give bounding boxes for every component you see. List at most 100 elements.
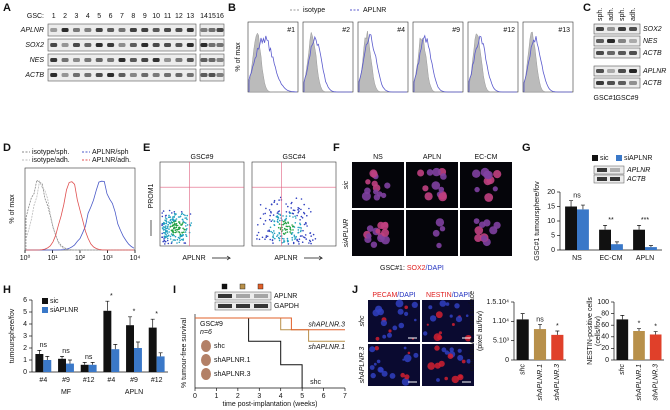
row-label: GAPDH <box>274 303 299 310</box>
sample-label: #4 <box>397 27 405 34</box>
lane-label: 9 <box>143 13 147 20</box>
flow-event <box>172 216 174 218</box>
flow-event <box>179 227 181 229</box>
x-tick-label: #12 <box>151 377 163 384</box>
cell <box>472 169 481 178</box>
blot-band <box>118 28 126 32</box>
x-tick-label: 2 <box>236 393 240 400</box>
cell <box>481 235 488 242</box>
significance: ** <box>608 217 614 224</box>
blot-band <box>216 28 224 32</box>
flow-event <box>261 236 264 239</box>
aplnr-hist <box>358 33 407 93</box>
x-tick-label: #4 <box>39 377 47 384</box>
column-header: PECAM/DAPI <box>372 292 415 299</box>
flow-event <box>285 225 288 228</box>
row-label: APLNR <box>626 167 650 174</box>
x-tick-label: NS <box>572 255 582 262</box>
bar <box>565 206 577 250</box>
blot-band <box>607 27 615 31</box>
caption-part: SOX2 <box>407 265 426 272</box>
sample-label: #9 <box>452 27 460 34</box>
y-axis-label: PROM1 <box>148 183 155 208</box>
flow-event <box>278 239 281 242</box>
blot-band <box>107 58 115 62</box>
flow-event <box>186 218 188 221</box>
flow-event <box>281 219 283 221</box>
stain <box>434 362 441 369</box>
row-label: APLNR <box>20 27 44 34</box>
significance: ns <box>62 348 70 355</box>
flow-event <box>278 199 280 201</box>
significance: ns <box>536 316 544 323</box>
lane-label: 12 <box>175 13 183 20</box>
x-tick-label: #9 <box>130 377 138 384</box>
flow-event <box>256 234 259 237</box>
flow-event <box>301 241 304 243</box>
panel-label: H <box>3 284 11 296</box>
stain <box>454 303 460 309</box>
blot-band <box>200 28 208 32</box>
flow-event <box>185 222 187 224</box>
cell <box>432 167 441 177</box>
y-tick-label: 60 <box>601 322 609 329</box>
flow-event <box>164 226 166 228</box>
flow-event <box>275 215 278 218</box>
flow-event <box>270 203 273 205</box>
flow-event <box>269 226 272 229</box>
flow-event <box>170 242 173 244</box>
flow-event <box>167 242 170 245</box>
significance: ns <box>40 342 48 349</box>
flow-event <box>173 226 176 229</box>
y-tick-label: 0 <box>505 357 509 364</box>
flow-event <box>185 217 188 219</box>
flow-event <box>294 222 297 224</box>
legend-swatch <box>42 298 48 304</box>
flow-event <box>308 242 310 244</box>
x-tick-label: 10⁰ <box>20 254 31 262</box>
stain <box>378 367 384 373</box>
bar <box>645 247 657 250</box>
isotype-hist <box>468 33 517 93</box>
flow-event <box>300 215 303 218</box>
blot-band <box>218 294 232 298</box>
flow-event <box>292 241 295 244</box>
panel-label: J <box>352 284 358 296</box>
bar <box>633 229 645 250</box>
blot-band <box>216 43 224 47</box>
flow-event <box>173 234 175 237</box>
flow-event <box>161 212 163 214</box>
flow-event <box>290 207 293 209</box>
line-label: shAPLNR.3 <box>308 322 345 329</box>
blot-band <box>72 73 80 77</box>
bar <box>134 348 142 372</box>
flow-event <box>169 235 172 238</box>
y-tick-label: 0 <box>23 369 27 376</box>
error-bar <box>45 356 50 360</box>
blot <box>593 174 625 184</box>
stain <box>377 308 384 316</box>
flow-event <box>290 229 292 231</box>
mouse-image <box>201 340 211 352</box>
blot <box>47 38 197 52</box>
stain <box>427 362 436 370</box>
flow-event <box>171 234 174 237</box>
flow-event <box>186 214 188 217</box>
flow-event <box>289 231 291 233</box>
cell <box>474 186 480 193</box>
blot-band <box>95 58 103 62</box>
flow-event <box>170 218 172 221</box>
flow-event <box>186 224 189 226</box>
flow-event <box>279 227 282 229</box>
x-tick-label: 0 <box>193 393 197 400</box>
bar <box>577 209 589 250</box>
blot <box>593 65 641 77</box>
blot-band <box>141 28 149 32</box>
bar <box>533 329 547 360</box>
flow-event <box>276 212 279 214</box>
cell <box>438 186 445 193</box>
y-tick-label: 4 <box>23 321 27 328</box>
header-part: PECAM <box>372 292 397 299</box>
flow-event <box>259 217 262 220</box>
flow-frame <box>159 161 245 247</box>
